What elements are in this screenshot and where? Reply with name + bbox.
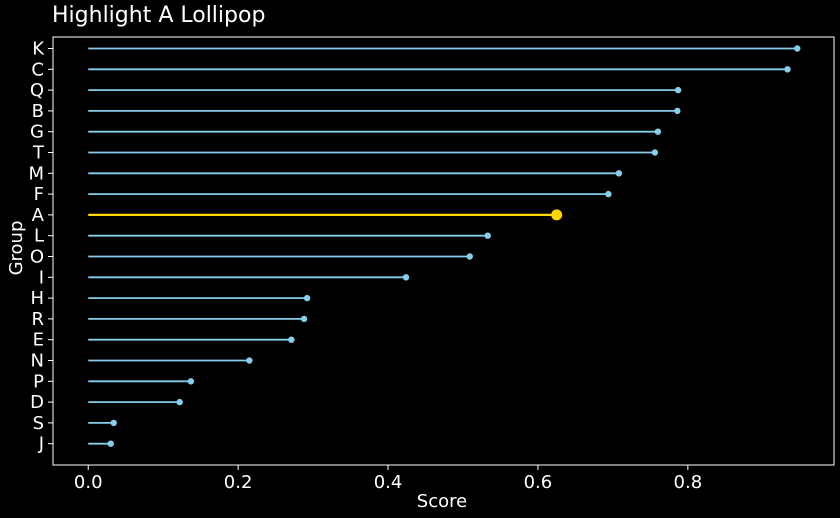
lollipop-head-G [654, 128, 662, 135]
y-axis-label: Group [6, 221, 27, 276]
x-tick-label-0: 0.0 [74, 472, 103, 493]
x-tick-label-4: 0.8 [674, 472, 703, 493]
y-tick-label-E: E [33, 330, 44, 351]
plot-area-frame [52, 36, 835, 466]
y-tick-label-H: H [30, 288, 44, 309]
lollipop-head-E [288, 336, 295, 343]
lollipop-head-A [551, 209, 563, 221]
x-tick-label-3: 0.6 [524, 472, 553, 493]
y-tick-label-L: L [34, 226, 44, 247]
lollipop-head-C [784, 66, 791, 73]
lollipop-head-R [300, 315, 308, 323]
lollipop-head-B [674, 107, 681, 115]
lollipop-head-J [107, 440, 114, 447]
lollipop-head-T [651, 149, 659, 156]
lollipop-head-K [794, 45, 801, 52]
lollipop-head-I [402, 274, 410, 281]
lollipop-head-O [466, 253, 473, 260]
x-axis-label: Score [417, 491, 467, 512]
lollipop-head-M [615, 170, 623, 177]
lollipop-head-S [110, 419, 117, 427]
lollipop-head-Q [674, 86, 682, 94]
y-tick-label-M: M [28, 163, 44, 184]
y-tick-label-F: F [34, 184, 44, 205]
lollipop-head-P [187, 378, 195, 385]
y-tick-label-G: G [30, 122, 44, 143]
y-tick-label-S: S [33, 413, 44, 434]
x-tick-label-2: 0.4 [374, 472, 403, 493]
y-tick-label-J: J [38, 434, 44, 455]
y-tick-label-R: R [31, 309, 44, 330]
y-tick-label-Q: Q [30, 80, 44, 101]
y-tick-label-K: K [32, 39, 45, 60]
lollipop-head-L [484, 232, 491, 239]
y-tick-label-I: I [39, 267, 44, 288]
y-tick-label-C: C [31, 59, 44, 80]
chart-title: Highlight A Lollipop [52, 3, 265, 28]
lollipop-head-D [176, 398, 183, 406]
lollipop-head-N [246, 357, 253, 364]
y-tick-label-B: B [32, 101, 44, 122]
lollipop-head-H [303, 294, 311, 302]
lollipop-head-F [605, 190, 612, 198]
x-tick-label-1: 0.2 [224, 472, 253, 493]
y-tick-label-P: P [33, 371, 44, 392]
y-tick-label-N: N [31, 351, 44, 372]
lollipop-series [88, 45, 801, 447]
y-tick-label-A: A [32, 205, 45, 226]
y-tick-label-D: D [30, 392, 44, 413]
y-tick-label-T: T [32, 143, 45, 164]
y-tick-label-O: O [30, 247, 44, 268]
x-axis: 0.0 0.2 0.4 0.6 0.8 [74, 465, 702, 493]
